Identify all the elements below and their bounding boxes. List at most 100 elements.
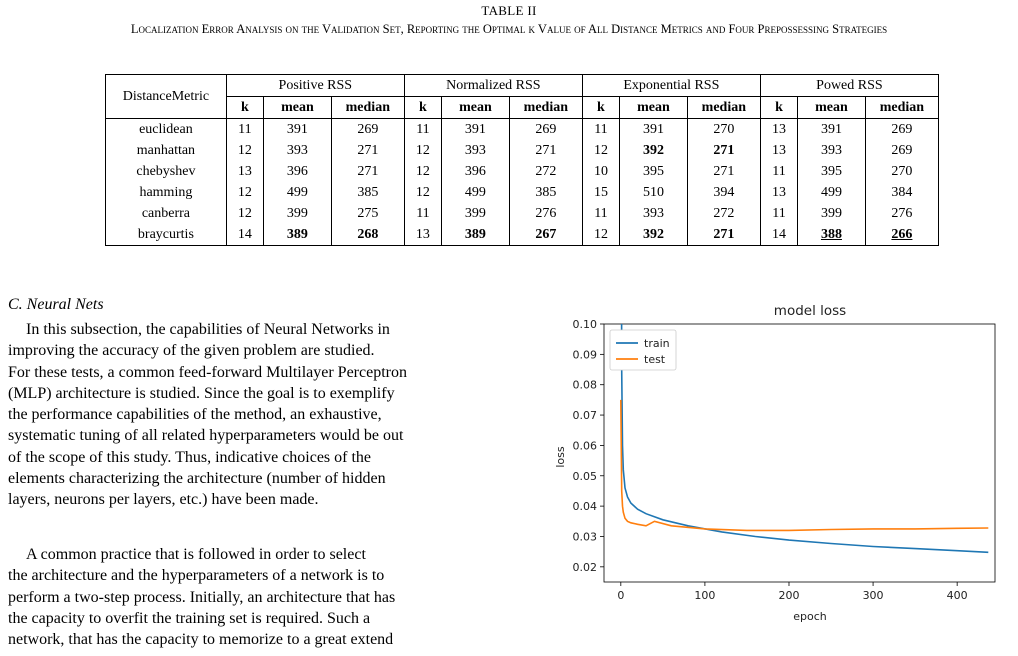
series-line-test (620, 399, 989, 532)
subheader: median (687, 96, 761, 119)
value-cell: 269 (865, 140, 940, 161)
value-cell: 13 (760, 182, 799, 203)
x-axis-label: epoch (793, 610, 827, 623)
loss-chart: model loss loss epoch 0.020.030.040.050.… (554, 303, 996, 623)
subheader: mean (797, 96, 866, 119)
table-row: braycurtis 14 389 268 13 389 267 12 392 … (105, 224, 940, 246)
group-header: Positive RSS (226, 74, 405, 97)
paragraph: In this subsection, the capabilities of … (8, 319, 510, 511)
value-cell: 391 (263, 118, 332, 140)
value-cell: 270 (687, 118, 761, 140)
metric-cell: chebyshev (105, 161, 227, 182)
value-cell: 393 (263, 140, 332, 161)
value-cell: 271 (331, 140, 405, 161)
x-tick-label: 200 (778, 589, 799, 602)
value-cell: 499 (797, 182, 866, 203)
metric-cell: canberra (105, 203, 227, 224)
value-cell: 391 (441, 118, 510, 140)
x-tick-label: 100 (694, 589, 715, 602)
group-header: Exponential RSS (582, 74, 761, 97)
metric-cell: braycurtis (105, 224, 227, 246)
value-cell: 272 (509, 161, 583, 182)
value-cell: 13 (760, 140, 799, 161)
text-line: improving the accuracy of the given prob… (8, 342, 375, 360)
value-cell: 384 (865, 182, 940, 203)
value-cell: 12 (404, 182, 443, 203)
metric-cell: hamming (105, 182, 227, 203)
group-header: Normalized RSS (404, 74, 583, 97)
legend-box (609, 329, 677, 371)
chart-series (620, 324, 989, 554)
table-row: euclidean 11 391 269 11 391 269 11 391 2… (105, 118, 940, 140)
subheader: median (865, 96, 940, 119)
subheader: mean (441, 96, 510, 119)
paragraph: A common practice that is followed in or… (8, 544, 510, 650)
value-cell: 13 (760, 118, 799, 140)
value-cell: 269 (331, 118, 405, 140)
value-cell: 395 (797, 161, 866, 182)
value-cell: 11 (760, 161, 799, 182)
x-tick-label: 400 (947, 589, 968, 602)
text-line: layers, neurons per layers, etc.) have b… (8, 491, 319, 509)
subheader: k (760, 96, 799, 119)
legend-label: train (644, 337, 670, 350)
value-cell: 393 (797, 140, 866, 161)
text-line: For these tests, a common feed-forward M… (8, 363, 407, 381)
subheader: k (404, 96, 443, 119)
value-cell: 267 (509, 224, 583, 246)
value-cell: 394 (687, 182, 761, 203)
value-cell: 276 (509, 203, 583, 224)
value-cell: 10 (582, 161, 621, 182)
group-header: Powed RSS (760, 74, 940, 97)
value-cell: 510 (619, 182, 688, 203)
value-cell: 12 (404, 140, 443, 161)
value-cell: 399 (441, 203, 510, 224)
value-cell: 12 (582, 224, 621, 246)
row-header: DistanceMetric (105, 74, 227, 119)
plot-frame (603, 323, 996, 583)
y-tick-label: 0.06 (573, 439, 598, 452)
text-line: the capacity to overfit the training set… (8, 609, 371, 627)
y-tick-label: 0.09 (573, 348, 598, 361)
value-cell: 266 (865, 224, 940, 246)
subheader: mean (263, 96, 332, 119)
value-cell: 11 (582, 203, 621, 224)
value-cell: 393 (441, 140, 510, 161)
text-line: the performance capabilities of the meth… (8, 406, 382, 424)
results-table: DistanceMetric Positive RSS Normalized R… (105, 74, 940, 246)
y-tick-label: 0.10 (573, 318, 598, 331)
chart-title: model loss (774, 303, 846, 319)
text-line: the architecture and the hyperparameters… (8, 567, 385, 585)
value-cell: 269 (509, 118, 583, 140)
y-tick-label: 0.07 (573, 409, 598, 422)
value-cell: 271 (331, 161, 405, 182)
value-cell: 14 (226, 224, 265, 246)
y-tick-label: 0.04 (573, 500, 598, 513)
metric-cell: euclidean (105, 118, 227, 140)
value-cell: 396 (441, 161, 510, 182)
value-cell: 271 (509, 140, 583, 161)
value-cell: 399 (263, 203, 332, 224)
value-cell: 11 (404, 203, 443, 224)
table-row: canberra 12 399 275 11 399 276 11 393 27… (105, 203, 940, 224)
value-cell: 11 (226, 118, 265, 140)
value-cell: 499 (441, 182, 510, 203)
value-cell: 391 (797, 118, 866, 140)
value-cell: 395 (619, 161, 688, 182)
value-cell: 12 (226, 182, 265, 203)
subheader: mean (619, 96, 688, 119)
value-cell: 388 (797, 224, 866, 246)
x-tick-label: 300 (863, 589, 884, 602)
value-cell: 393 (619, 203, 688, 224)
text-line: In this subsection, the capabilities of … (26, 321, 390, 338)
text-line: network, that has the capacity to memori… (8, 631, 394, 649)
text-line: perform a two-step process. Initially, a… (8, 588, 396, 606)
subheader: median (509, 96, 583, 119)
value-cell: 272 (687, 203, 761, 224)
value-cell: 14 (760, 224, 799, 246)
metric-cell: manhattan (105, 140, 227, 161)
value-cell: 392 (619, 140, 688, 161)
value-cell: 271 (687, 224, 761, 246)
value-cell: 389 (441, 224, 510, 246)
value-cell: 13 (226, 161, 265, 182)
